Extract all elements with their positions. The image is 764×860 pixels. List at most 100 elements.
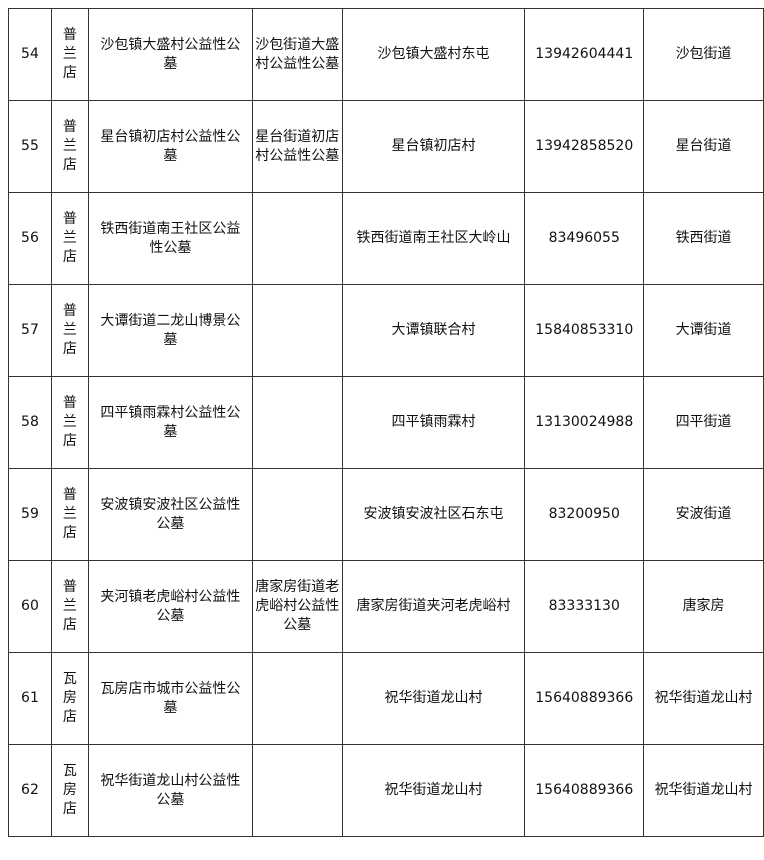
address-cell: 大谭镇联合村 <box>341 284 526 377</box>
row-number: 61 <box>21 690 39 706</box>
alternate-name-cell <box>251 192 343 285</box>
street-cell: 星台街道 <box>643 100 764 193</box>
row-number: 55 <box>21 138 39 154</box>
row-number-cell: 55 <box>8 100 52 193</box>
row-number-cell: 60 <box>8 560 52 653</box>
phone-cell: 15640889366 <box>524 652 645 745</box>
phone-cell: 83200950 <box>524 468 645 561</box>
cemetery-name-cell: 祝华街道龙山村公益性公墓 <box>87 744 253 837</box>
district-cell: 普兰店 <box>50 192 89 285</box>
phone: 13942858520 <box>535 138 634 154</box>
row-number: 59 <box>21 506 39 522</box>
phone: 15640889366 <box>535 782 634 798</box>
row-number-cell: 54 <box>8 8 52 101</box>
cemetery-name: 沙包镇大盛村公益性公墓 <box>100 36 241 72</box>
row-number: 62 <box>21 782 39 798</box>
cemetery-name: 夹河镇老虎峪村公益性公墓 <box>100 588 241 624</box>
cemetery-name: 铁西街道南王社区公益性公墓 <box>100 220 241 256</box>
street: 沙包街道 <box>675 46 732 62</box>
address: 唐家房街道夹河老虎峪村 <box>356 598 511 614</box>
table-row: 55 普兰店 星台镇初店村公益性公墓 星台街道初店村公益性公墓 星台镇初店村 139428… <box>8 100 764 193</box>
cemetery-name-cell: 沙包镇大盛村公益性公墓 <box>87 8 253 101</box>
cemetery-name-cell: 星台镇初店村公益性公墓 <box>87 100 253 193</box>
street-cell: 祝华街道龙山村 <box>643 744 764 837</box>
row-number-cell: 56 <box>8 192 52 285</box>
phone-cell: 13130024988 <box>524 376 645 469</box>
district: 普兰店 <box>62 395 77 449</box>
row-number-cell: 62 <box>8 744 52 837</box>
district: 普兰店 <box>62 211 77 265</box>
cemetery-name: 大谭街道二龙山博景公墓 <box>100 312 241 348</box>
table-row: 58 普兰店 四平镇雨霖村公益性公墓 四平镇雨霖村 13130024988 四平街道 <box>8 376 764 469</box>
district: 瓦房店 <box>62 763 77 817</box>
row-number-cell: 61 <box>8 652 52 745</box>
row-number: 57 <box>21 322 39 338</box>
cemetery-name-cell: 夹河镇老虎峪村公益性公墓 <box>87 560 253 653</box>
row-number: 54 <box>21 46 39 62</box>
district-cell: 瓦房店 <box>50 652 89 745</box>
row-number-cell: 58 <box>8 376 52 469</box>
street-cell: 沙包街道 <box>643 8 764 101</box>
table-row: 60 普兰店 夹河镇老虎峪村公益性公墓 唐家房街道老虎峪村公益性公墓 唐家房街道夹河老虎… <box>8 560 764 653</box>
street: 大谭街道 <box>675 322 732 338</box>
address: 大谭镇联合村 <box>391 322 476 338</box>
row-number: 58 <box>21 414 39 430</box>
district: 普兰店 <box>62 303 77 357</box>
district-cell: 普兰店 <box>50 560 89 653</box>
row-number-cell: 59 <box>8 468 52 561</box>
alternate-name-cell <box>251 744 343 837</box>
street-cell: 大谭街道 <box>643 284 764 377</box>
street-cell: 四平街道 <box>643 376 764 469</box>
alternate-name-cell <box>251 652 343 745</box>
district: 普兰店 <box>62 579 77 633</box>
cemetery-name: 瓦房店市城市公益性公墓 <box>100 680 241 716</box>
address: 安波镇安波社区石东屯 <box>363 506 504 522</box>
district: 普兰店 <box>62 27 77 81</box>
phone: 15640889366 <box>535 690 634 706</box>
address-cell: 沙包镇大盛村东屯 <box>341 8 526 101</box>
address: 星台镇初店村 <box>391 138 476 154</box>
cemetery-name-cell: 瓦房店市城市公益性公墓 <box>87 652 253 745</box>
street: 星台街道 <box>675 138 732 154</box>
address: 祝华街道龙山村 <box>384 690 483 706</box>
row-number: 60 <box>21 598 39 614</box>
cemetery-name: 祝华街道龙山村公益性公墓 <box>100 772 241 808</box>
street-cell: 铁西街道 <box>643 192 764 285</box>
street: 唐家房 <box>682 598 725 614</box>
phone: 83200950 <box>548 506 620 522</box>
address-cell: 唐家房街道夹河老虎峪村 <box>341 560 526 653</box>
street-cell: 安波街道 <box>643 468 764 561</box>
address-cell: 祝华街道龙山村 <box>341 652 526 745</box>
table-row: 54 普兰店 沙包镇大盛村公益性公墓 沙包街道大盛村公益性公墓 沙包镇大盛村东屯 1394… <box>8 8 764 101</box>
cemetery-name-cell: 四平镇雨霖村公益性公墓 <box>87 376 253 469</box>
district: 瓦房店 <box>62 671 77 725</box>
address-cell: 铁西街道南王社区大岭山 <box>341 192 526 285</box>
district-cell: 普兰店 <box>50 284 89 377</box>
phone-cell: 15640889366 <box>524 744 645 837</box>
alternate-name-cell <box>251 284 343 377</box>
cemetery-table: 54 普兰店 沙包镇大盛村公益性公墓 沙包街道大盛村公益性公墓 沙包镇大盛村东屯 1394… <box>8 8 764 837</box>
address-cell: 星台镇初店村 <box>341 100 526 193</box>
district: 普兰店 <box>62 119 77 173</box>
table-row: 61 瓦房店 瓦房店市城市公益性公墓 祝华街道龙山村 15640889366 祝华街道龙山… <box>8 652 764 745</box>
street: 四平街道 <box>675 414 732 430</box>
address-cell: 安波镇安波社区石东屯 <box>341 468 526 561</box>
street: 安波街道 <box>675 506 732 522</box>
district: 普兰店 <box>62 487 77 541</box>
cemetery-name-cell: 安波镇安波社区公益性公墓 <box>87 468 253 561</box>
cemetery-name: 四平镇雨霖村公益性公墓 <box>100 404 241 440</box>
address-cell: 祝华街道龙山村 <box>341 744 526 837</box>
alternate-name-cell <box>251 468 343 561</box>
phone-cell: 13942604441 <box>524 8 645 101</box>
row-number: 56 <box>21 230 39 246</box>
alternate-name-cell: 唐家房街道老虎峪村公益性公墓 <box>251 560 343 653</box>
district-cell: 普兰店 <box>50 376 89 469</box>
phone-cell: 15840853310 <box>524 284 645 377</box>
address-cell: 四平镇雨霖村 <box>341 376 526 469</box>
phone-cell: 13942858520 <box>524 100 645 193</box>
cemetery-name: 安波镇安波社区公益性公墓 <box>100 496 241 532</box>
cemetery-name: 星台镇初店村公益性公墓 <box>100 128 241 164</box>
address: 四平镇雨霖村 <box>391 414 476 430</box>
address: 铁西街道南王社区大岭山 <box>356 230 511 246</box>
phone-cell: 83333130 <box>524 560 645 653</box>
